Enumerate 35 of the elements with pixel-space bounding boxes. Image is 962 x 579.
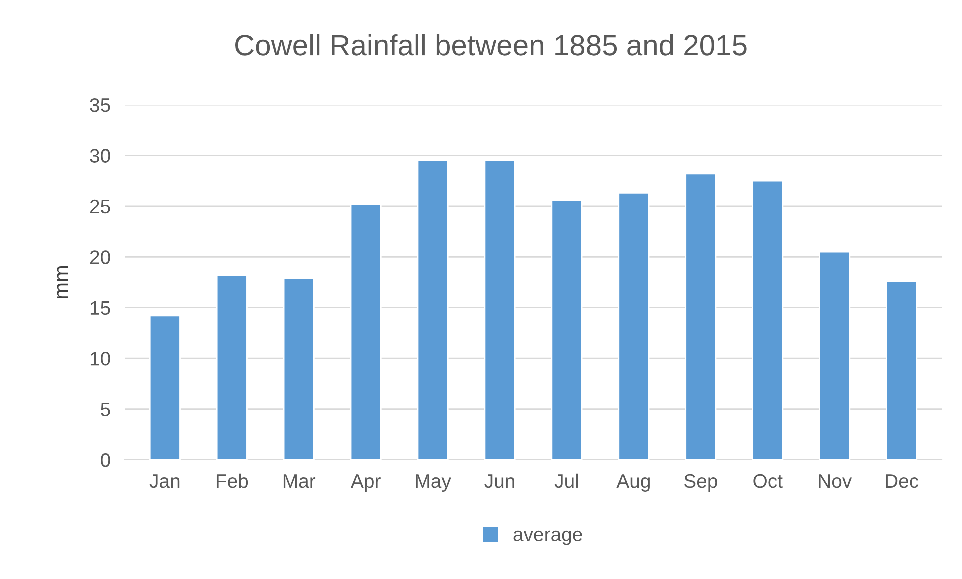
x-tick-label: Jun bbox=[484, 474, 514, 488]
y-tick-label: 0 bbox=[101, 453, 110, 468]
x-tick-label: Nov bbox=[819, 474, 852, 488]
bar bbox=[886, 280, 918, 460]
x-tick-label: Oct bbox=[754, 474, 783, 488]
y-tick-label: 15 bbox=[90, 302, 110, 316]
y-tick-label: 25 bbox=[90, 200, 110, 214]
x-tick-label: Aug bbox=[616, 474, 650, 492]
x-tick-label: Jan bbox=[150, 474, 180, 488]
bar bbox=[350, 204, 382, 460]
bar bbox=[149, 315, 181, 460]
x-tick-label: Mar bbox=[284, 474, 316, 488]
x-tick-label: Apr bbox=[350, 474, 381, 492]
bar bbox=[685, 173, 717, 460]
x-tick-label: Jul bbox=[554, 474, 578, 488]
x-tick-label: Sep bbox=[684, 474, 718, 492]
legend-label: average bbox=[514, 530, 582, 546]
bar bbox=[417, 160, 449, 460]
y-tick-label: 35 bbox=[90, 98, 110, 112]
y-tick-label: 5 bbox=[101, 402, 110, 417]
y-tick-label: 30 bbox=[90, 149, 110, 163]
x-tick-label: Feb bbox=[216, 474, 248, 488]
x-tick-label: Dec bbox=[886, 474, 919, 488]
bar bbox=[283, 278, 315, 460]
y-tick-label: 10 bbox=[90, 352, 110, 366]
bar bbox=[216, 274, 248, 460]
bar bbox=[752, 180, 784, 460]
x-tick-label: May bbox=[416, 474, 452, 492]
y-tick-label: 20 bbox=[90, 250, 110, 264]
bar bbox=[819, 251, 851, 460]
bar bbox=[551, 200, 583, 460]
bar bbox=[484, 160, 516, 460]
bar bbox=[618, 192, 650, 460]
y-axis-title: mm bbox=[57, 266, 68, 298]
chart-title: Cowell Rainfall between 1885 and 2015 bbox=[235, 34, 747, 56]
